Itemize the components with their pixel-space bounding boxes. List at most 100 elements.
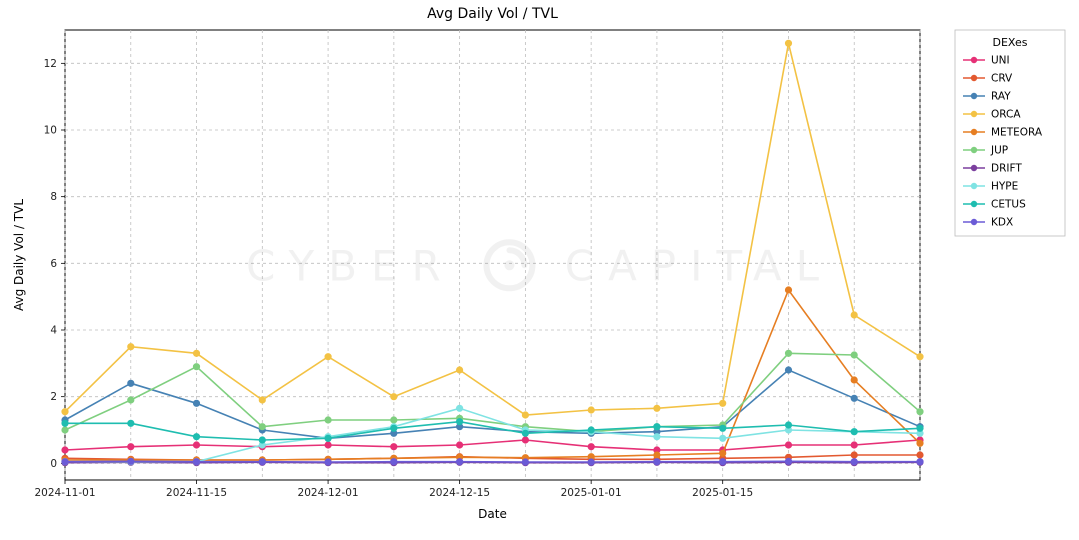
series-marker-uni <box>785 442 791 448</box>
series-marker-orca <box>391 394 397 400</box>
series-marker-uni <box>588 444 594 450</box>
series-marker-orca <box>259 397 265 403</box>
series-marker-kdx <box>456 459 462 465</box>
series-marker-kdx <box>128 458 134 464</box>
xtick-label: 2024-12-15 <box>429 487 490 499</box>
series-marker-uni <box>62 447 68 453</box>
legend-swatch-marker <box>971 111 977 117</box>
series-marker-jup <box>917 409 923 415</box>
series-marker-jup <box>391 417 397 423</box>
legend-swatch-marker <box>971 183 977 189</box>
series-marker-ray <box>128 380 134 386</box>
series-marker-orca <box>654 405 660 411</box>
series-marker-orca <box>62 409 68 415</box>
legend-label: ORCA <box>991 109 1021 121</box>
series-marker-meteora <box>654 452 660 458</box>
ytick-label: 8 <box>50 191 57 203</box>
x-axis-label: Date <box>478 507 507 521</box>
legend-swatch-marker <box>971 219 977 225</box>
series-marker-uni <box>128 444 134 450</box>
series-marker-kdx <box>785 458 791 464</box>
xtick-label: 2024-12-01 <box>298 487 359 499</box>
ytick-label: 4 <box>50 325 57 337</box>
series-line-hype <box>65 408 920 461</box>
series-marker-kdx <box>391 459 397 465</box>
series-marker-hype <box>654 434 660 440</box>
series-marker-orca <box>325 354 331 360</box>
series-marker-cetus <box>522 430 528 436</box>
series-marker-crv <box>917 452 923 458</box>
series-marker-kdx <box>325 459 331 465</box>
series-marker-hype <box>720 435 726 441</box>
xtick-label: 2025-01-01 <box>561 487 622 499</box>
legend-swatch-marker <box>971 147 977 153</box>
series-marker-cetus <box>391 425 397 431</box>
series-marker-crv <box>851 452 857 458</box>
legend-label: DRIFT <box>991 163 1022 175</box>
series-marker-uni <box>851 442 857 448</box>
legend-title: DEXes <box>993 36 1028 49</box>
series-marker-hype <box>456 405 462 411</box>
series-marker-cetus <box>259 437 265 443</box>
series-marker-kdx <box>654 459 660 465</box>
series-marker-jup <box>259 424 265 430</box>
series-marker-cetus <box>654 424 660 430</box>
ytick-label: 2 <box>50 391 57 403</box>
series-marker-kdx <box>522 459 528 465</box>
series-marker-meteora <box>917 440 923 446</box>
series-marker-ray <box>785 367 791 373</box>
series-marker-kdx <box>259 459 265 465</box>
series-marker-jup <box>325 417 331 423</box>
series-marker-uni <box>325 442 331 448</box>
series-line-orca <box>65 43 920 415</box>
legend-swatch-marker <box>971 75 977 81</box>
series-marker-cetus <box>588 427 594 433</box>
series-marker-meteora <box>785 287 791 293</box>
chart-title: Avg Daily Vol / TVL <box>427 6 558 22</box>
legend-label: METEORA <box>991 127 1043 139</box>
plot-border <box>65 30 920 480</box>
series-marker-meteora <box>851 377 857 383</box>
series-marker-kdx <box>917 459 923 465</box>
series-marker-cetus <box>851 429 857 435</box>
y-axis-label: Avg Daily Vol / TVL <box>12 199 26 311</box>
legend-label: RAY <box>991 91 1011 103</box>
series-marker-cetus <box>720 425 726 431</box>
series-marker-orca <box>588 407 594 413</box>
legend-label: JUP <box>990 145 1008 157</box>
series-marker-jup <box>785 350 791 356</box>
xtick-label: 2024-11-01 <box>34 487 95 499</box>
series-marker-jup <box>128 397 134 403</box>
chart-container: 0246810122024-11-012024-11-152024-12-012… <box>0 0 1079 536</box>
legend-label: KDX <box>991 217 1013 229</box>
series-marker-orca <box>851 312 857 318</box>
legend-label: UNI <box>991 55 1010 67</box>
series-marker-kdx <box>851 459 857 465</box>
series-marker-cetus <box>785 422 791 428</box>
ytick-label: 10 <box>44 125 57 137</box>
series-marker-jup <box>193 364 199 370</box>
series-marker-cetus <box>325 435 331 441</box>
series-marker-kdx <box>588 459 594 465</box>
legend-swatch-marker <box>971 129 977 135</box>
series-marker-ray <box>193 400 199 406</box>
series-marker-jup <box>62 427 68 433</box>
series-marker-orca <box>720 400 726 406</box>
xtick-label: 2024-11-15 <box>166 487 227 499</box>
series-marker-ray <box>851 395 857 401</box>
legend-label: CETUS <box>991 199 1026 211</box>
series-marker-cetus <box>62 420 68 426</box>
series-marker-orca <box>193 350 199 356</box>
legend-label: HYPE <box>991 181 1018 193</box>
ytick-label: 12 <box>44 58 57 70</box>
legend-swatch-marker <box>971 165 977 171</box>
chart-svg: 0246810122024-11-012024-11-152024-12-012… <box>0 0 1079 536</box>
ytick-label: 0 <box>50 458 57 470</box>
series-marker-uni <box>456 442 462 448</box>
series-marker-uni <box>522 437 528 443</box>
series-marker-cetus <box>193 434 199 440</box>
series-marker-cetus <box>128 420 134 426</box>
series-marker-orca <box>522 412 528 418</box>
series-marker-cetus <box>917 425 923 431</box>
series-marker-uni <box>193 442 199 448</box>
